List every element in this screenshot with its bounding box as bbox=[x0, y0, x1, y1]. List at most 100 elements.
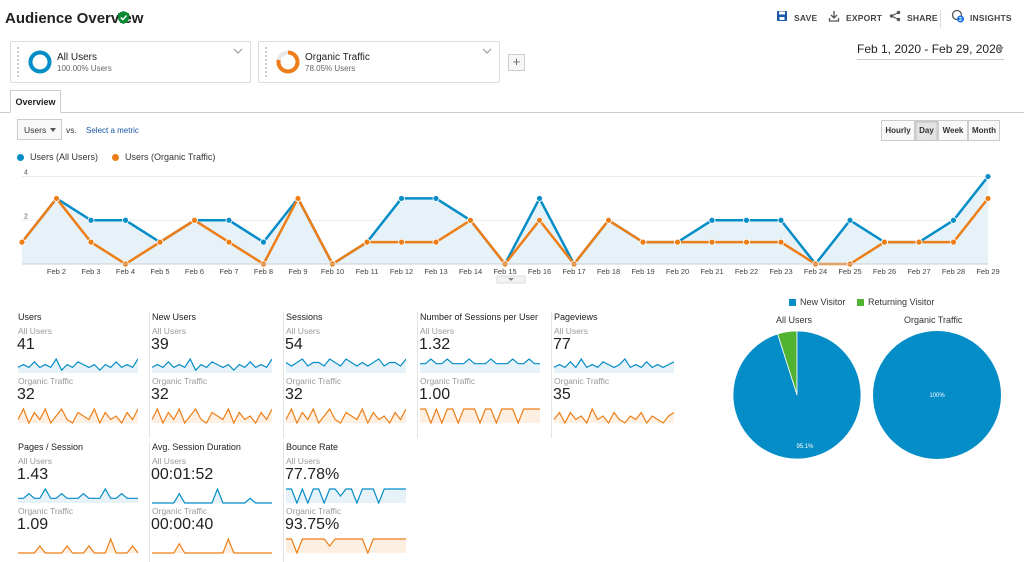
data-point[interactable] bbox=[363, 238, 371, 246]
data-point[interactable] bbox=[467, 216, 474, 224]
data-point[interactable] bbox=[432, 238, 440, 246]
sparkline-line bbox=[17, 407, 138, 424]
x-tick-label: Feb 7 bbox=[219, 267, 238, 276]
pie-legend-new-visitor: New Visitor bbox=[789, 297, 845, 307]
legend-label: Users (Organic Traffic) bbox=[125, 152, 216, 162]
share-icon bbox=[889, 10, 901, 22]
data-point[interactable] bbox=[984, 173, 992, 180]
data-point[interactable] bbox=[87, 238, 95, 246]
data-point[interactable] bbox=[915, 238, 923, 246]
pie-legend-label: Returning Visitor bbox=[868, 297, 935, 307]
data-point[interactable] bbox=[950, 238, 957, 246]
sparkline bbox=[285, 407, 406, 424]
data-point[interactable] bbox=[191, 216, 198, 224]
granularity-week-button[interactable]: Week bbox=[938, 120, 968, 141]
export-label: EXPORT bbox=[846, 13, 883, 23]
granularity-month-button[interactable]: Month bbox=[968, 120, 1000, 141]
segment-organic-traffic[interactable]: Organic Traffic 78.05% Users bbox=[258, 41, 500, 83]
metric-card[interactable]: Sessions All Users 54 Organic Traffic 32 bbox=[285, 312, 418, 438]
data-point[interactable] bbox=[846, 216, 854, 224]
data-point[interactable] bbox=[294, 195, 302, 202]
segment-label: Organic Traffic bbox=[554, 376, 610, 386]
data-point[interactable] bbox=[708, 216, 716, 224]
x-tick-label: Feb 23 bbox=[769, 267, 792, 276]
data-point[interactable] bbox=[398, 195, 405, 202]
data-point[interactable] bbox=[674, 238, 681, 246]
data-point[interactable] bbox=[260, 238, 267, 246]
segment-all-users[interactable]: All Users 100.00% Users bbox=[10, 41, 251, 83]
data-point[interactable] bbox=[536, 195, 543, 202]
chevron-down-icon[interactable] bbox=[482, 48, 492, 55]
sparkline-line bbox=[152, 487, 272, 504]
data-point[interactable] bbox=[950, 216, 957, 224]
chevron-down-icon[interactable] bbox=[233, 48, 243, 55]
data-point[interactable] bbox=[53, 195, 60, 202]
sparkline-line bbox=[420, 358, 540, 365]
share-label: SHARE bbox=[907, 13, 938, 23]
sparkline bbox=[285, 358, 406, 373]
metric-value: 35 bbox=[553, 386, 571, 403]
data-point[interactable] bbox=[18, 238, 26, 246]
data-point[interactable] bbox=[743, 216, 750, 224]
metric-card[interactable]: Pageviews All Users 77 Organic Traffic 35 bbox=[553, 312, 686, 438]
metric-value: 39 bbox=[151, 336, 169, 353]
data-point[interactable] bbox=[225, 238, 233, 246]
data-point[interactable] bbox=[708, 238, 716, 246]
metric-card[interactable]: New Users All Users 39 Organic Traffic 32 bbox=[151, 312, 284, 438]
tab-overview[interactable]: Overview bbox=[10, 90, 61, 113]
segment-label: All Users bbox=[18, 326, 53, 336]
export-button[interactable]: EXPORT bbox=[828, 11, 883, 23]
granularity-hourly-button[interactable]: Hourly bbox=[881, 120, 915, 141]
segment-label: All Users bbox=[420, 326, 455, 336]
x-tick-label: Feb 12 bbox=[390, 267, 413, 276]
share-button[interactable]: SHARE bbox=[889, 10, 938, 23]
metric-select[interactable]: Users bbox=[17, 119, 62, 140]
sparkline bbox=[18, 487, 138, 503]
data-point[interactable] bbox=[984, 195, 992, 202]
data-point[interactable] bbox=[777, 238, 785, 246]
data-point[interactable] bbox=[743, 238, 750, 246]
x-tick-label: Feb 29 bbox=[976, 267, 999, 276]
data-point[interactable] bbox=[536, 216, 543, 224]
metric-card[interactable]: Avg. Session Duration All Users 00:01:52 Or… bbox=[151, 442, 284, 562]
date-range-picker[interactable]: Feb 1, 2020 - Feb 29, 2020 bbox=[857, 42, 1004, 60]
sparkline bbox=[420, 407, 540, 424]
data-point[interactable] bbox=[225, 216, 233, 224]
metric-card[interactable]: Pages / Session All Users 1.43 Organic Traf… bbox=[17, 442, 150, 562]
pie-slice-new-visitor[interactable] bbox=[732, 330, 862, 460]
data-point[interactable] bbox=[881, 238, 888, 246]
add-segment-button[interactable]: + bbox=[508, 54, 525, 71]
save-button[interactable]: SAVE bbox=[777, 11, 817, 23]
x-tick-label: Feb 20 bbox=[666, 267, 689, 276]
drag-handle[interactable] bbox=[17, 47, 19, 77]
sparkline-line bbox=[152, 537, 272, 554]
pie-legend-label: New Visitor bbox=[800, 297, 846, 307]
data-point[interactable] bbox=[432, 195, 440, 202]
sparkline-fill bbox=[152, 359, 272, 373]
metric-card[interactable]: Bounce Rate All Users 77.78% Organic Traffi… bbox=[285, 442, 418, 562]
data-point[interactable] bbox=[87, 216, 95, 224]
data-point[interactable] bbox=[605, 216, 612, 224]
insights-button[interactable]: 2 INSIGHTS bbox=[951, 9, 1012, 23]
segment-label: Organic Traffic bbox=[420, 376, 476, 386]
ring-fill bbox=[276, 50, 300, 74]
metric-card[interactable]: Number of Sessions per User All Users 1.32… bbox=[419, 312, 552, 438]
metric-card[interactable]: Users All Users 41 Organic Traffic 32 bbox=[17, 312, 150, 438]
chevron-down-icon bbox=[50, 128, 56, 132]
metric-value: 00:01:52 bbox=[151, 466, 214, 483]
segment-label: Organic Traffic bbox=[152, 376, 208, 386]
date-range-label: Feb 1, 2020 - Feb 29, 2020 bbox=[857, 42, 1003, 56]
data-point[interactable] bbox=[122, 216, 129, 224]
data-point[interactable] bbox=[639, 238, 647, 246]
data-point[interactable] bbox=[156, 238, 164, 246]
drag-handle[interactable] bbox=[265, 47, 267, 77]
pie-slice-new-visitor[interactable] bbox=[873, 331, 1001, 459]
data-point[interactable] bbox=[777, 216, 785, 224]
select-metric-link[interactable]: Select a metric bbox=[86, 126, 139, 135]
users-line-chart: 2 4 Feb 2 Feb 3 Feb 4 Feb 5 Feb 6 Feb 7 Feb 8 Feb… bbox=[18, 170, 1000, 284]
granularity-day-button[interactable]: Day bbox=[915, 120, 938, 141]
pie-slice-label: 95.1% bbox=[796, 444, 814, 450]
sparkline-line bbox=[553, 357, 674, 369]
sparkline-fill bbox=[18, 359, 138, 373]
data-point[interactable] bbox=[398, 238, 405, 246]
